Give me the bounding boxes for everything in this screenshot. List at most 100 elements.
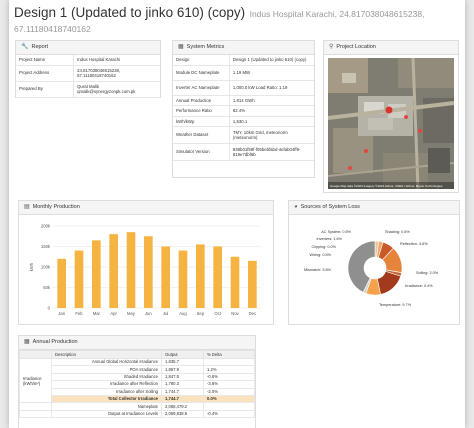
annual-production-panel: ▦ Annual Production Description Output %… <box>18 335 256 428</box>
empty-cell <box>19 409 52 419</box>
table-row: Output at Irradiance Levels 2,059,838.9 … <box>19 409 255 419</box>
slice-label: AC System: 0.5% <box>321 230 351 234</box>
design-title: Design 1 (Updated to jinko 610) (copy) <box>14 5 246 20</box>
y-tick-label: 50k <box>43 285 51 290</box>
location-title: Project Location <box>336 44 376 50</box>
slice-label: Clipping: 0.0% <box>312 245 337 249</box>
row-value: 1.814 GWh <box>229 95 314 106</box>
bar <box>57 258 66 308</box>
slice-label: Irradiance: 0.4% <box>405 284 433 288</box>
system-metrics-panel: ▦ System Metrics Design Design 1 (Updated… <box>172 40 315 178</box>
row-value: Qurat Malik qmalik@synergyzonpk.com.pk <box>73 81 160 98</box>
row-description: Irradiance after Soiling <box>51 387 162 396</box>
x-tick-label: Mar <box>93 311 101 316</box>
report-header: 🔧 Report <box>16 41 160 55</box>
x-tick-label: May <box>127 311 136 316</box>
slice-label: Inverters: 1.6% <box>316 237 342 241</box>
x-tick-label: Jul <box>163 311 168 316</box>
row-key: Prepared By <box>16 81 75 98</box>
table-row: Simulator Version 938b01f58f-f05bebfabd-4… <box>173 143 314 161</box>
row-output: 1,744.7 <box>161 387 204 396</box>
loss-title: Sources of System Loss <box>300 204 360 210</box>
project-location-panel: ⚲ Project Location <box>323 40 459 193</box>
pie-slice <box>376 270 402 295</box>
metrics-header: ▦ System Metrics <box>173 41 314 55</box>
bar <box>196 244 205 308</box>
row-description: Output at Irradiance Levels <box>51 409 162 419</box>
bar <box>74 250 84 308</box>
row-value: 1.19 MW <box>229 65 314 81</box>
map-marker-icon: ⚲ <box>329 44 334 50</box>
row-delta: -0.6% <box>203 372 255 382</box>
page-title: Design 1 (Updated to jinko 610) (copy) I… <box>14 6 460 36</box>
x-tick-label: Jun <box>145 311 152 316</box>
chart-icon: ▦ <box>178 44 184 50</box>
monthly-header: ▤ Monthly Production <box>19 201 273 215</box>
y-tick-label: 150k <box>41 244 51 249</box>
bar <box>230 256 240 308</box>
table-row: Inverter AC Nameplate 1,000.0 kW Load Rat… <box>173 80 314 96</box>
column-header: Description <box>51 350 162 359</box>
pie-slice <box>347 240 376 293</box>
slice-label: Wiring: 0.5% <box>309 253 331 257</box>
row-delta <box>203 357 255 367</box>
table-row: Nameplate 2,068,479.2 <box>19 402 255 411</box>
row-value: Design 1 (Updated to jinko 610) (copy) <box>229 55 314 66</box>
table-row: Irradiance after Soiling 1,744.7 -2.0% <box>20 387 255 396</box>
table-row: Performance Ratio 82.4% <box>173 105 314 117</box>
row-description: POA Irradiance <box>51 365 162 374</box>
report-title: Report <box>31 44 48 50</box>
annual-title: Annual Production <box>32 339 78 345</box>
row-delta: -3.6% <box>203 380 255 389</box>
row-description: Irradiance after Reflection <box>51 380 162 389</box>
bar <box>178 250 188 308</box>
row-output: 1,835.7 <box>161 357 204 367</box>
table-row: Prepared By Qurat Malik qmalik@synergyzon… <box>16 81 160 98</box>
table-row: kWh/kWp 1,530.1 <box>173 116 314 127</box>
map-attribution: Google Map data ©2023 Imagery ©2023 Airb… <box>330 184 443 188</box>
map-imagery <box>328 58 454 189</box>
row-output: 1,857.9 <box>161 365 204 374</box>
satellite-map[interactable]: Google Map data ©2023 Imagery ©2023 Airb… <box>328 58 454 189</box>
report-page: Design 1 (Updated to jinko 610) (copy) I… <box>9 0 465 428</box>
table-row-highlight: Total Collector Irradiance 1,744.7 0.0% <box>20 394 255 404</box>
bar <box>109 234 118 308</box>
y-axis-label: kWh <box>29 262 34 271</box>
row-delta: -0.4% <box>203 409 255 419</box>
table-row: Annual Production 1.814 GWh <box>173 95 314 106</box>
annual-production-table: Description Output % Delta Irradiance (k… <box>19 350 255 419</box>
bar <box>161 246 170 308</box>
slice-label: Reflection: 3.6% <box>400 242 428 246</box>
row-output: 1,780.3 <box>161 380 204 389</box>
row-key: Project Address <box>16 65 75 82</box>
bar-chart-icon: ▤ <box>24 204 30 210</box>
row-key: Design <box>173 55 230 66</box>
wrench-icon: 🔧 <box>21 44 29 50</box>
x-tick-label: Feb <box>75 311 83 316</box>
y-tick-label: 200k <box>41 224 51 229</box>
row-value: Indus Hospital Karachi <box>73 55 160 66</box>
bar <box>248 260 257 308</box>
empty-cell <box>19 402 52 411</box>
bar <box>92 240 101 308</box>
report-panel: 🔧 Report Project Name Indus Hospital Kara… <box>15 40 161 98</box>
row-key: Weather Dataset <box>173 126 230 144</box>
location-header: ⚲ Project Location <box>324 41 458 55</box>
row-delta: -2.0% <box>203 387 255 396</box>
row-key: Inverter AC Nameplate <box>173 80 230 96</box>
loss-pie-chart: AC System: 0.5% Shading: 0.6% Inverters: 1… <box>304 230 439 307</box>
y-tick-label: 100k <box>41 265 51 270</box>
row-output: 1,744.7 <box>161 394 204 404</box>
x-tick-label: Oct <box>214 311 221 316</box>
row-output: 2,068,479.2 <box>161 402 204 411</box>
x-tick-label: Aug <box>179 311 187 316</box>
row-value: 1,000.0 kW Load Ratio: 1.19 <box>229 80 314 96</box>
row-key: kWh/kWp <box>173 116 230 127</box>
row-description: Annual Global Horizontal Irradiance <box>51 357 162 367</box>
annual-header: ▦ Annual Production <box>19 336 255 350</box>
table-row: Project Address 24.817038048615238, 67.11… <box>16 65 160 82</box>
table-row: Design Design 1 (Updated to jinko 610) (c… <box>173 55 314 66</box>
grid-icon: ▦ <box>24 339 30 345</box>
table-row: Project Name Indus Hospital Karachi <box>16 55 160 66</box>
row-description: Nameplate <box>51 402 162 411</box>
